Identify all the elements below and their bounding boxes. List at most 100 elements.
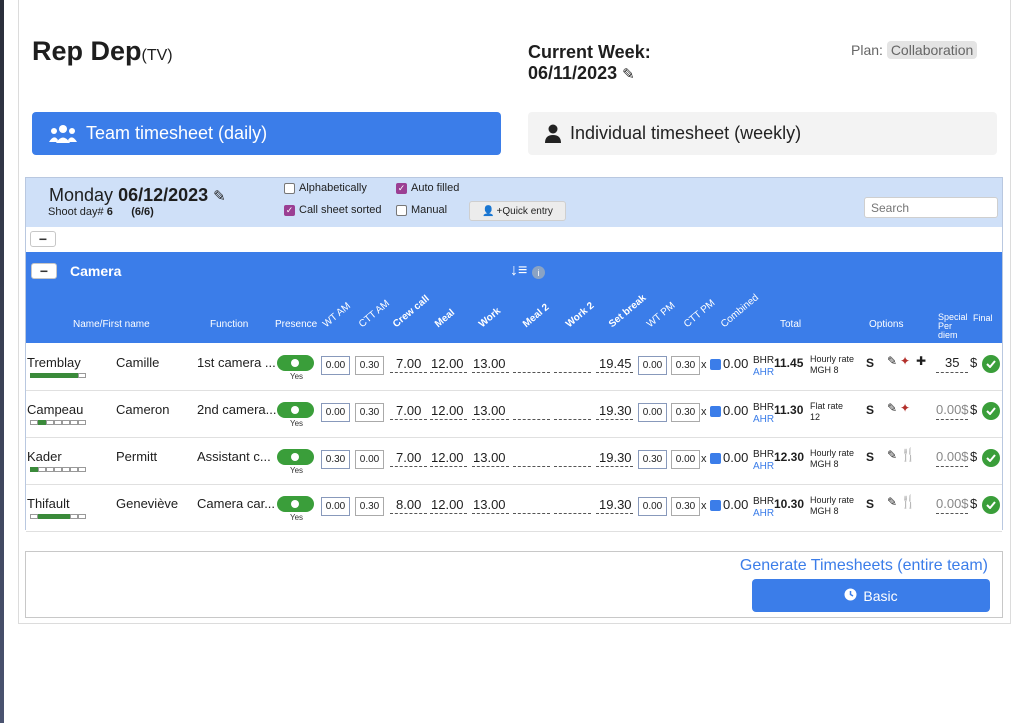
generate-timesheets-link[interactable]: Generate Timesheets (entire team) (739, 557, 988, 574)
call-sheet-sorted-checkbox[interactable]: ✓ Call sheet sorted (284, 204, 382, 216)
checkbox-box[interactable] (284, 182, 295, 194)
collapse-all-button[interactable]: − (30, 231, 56, 247)
presence-toggle[interactable] (277, 402, 314, 418)
ctt-am-input[interactable]: 0.30 (355, 356, 384, 375)
ctt-am-input[interactable]: 0.30 (355, 403, 384, 422)
ctt-pm-input[interactable]: 0.30 (671, 356, 700, 375)
option-s[interactable]: S (866, 356, 875, 370)
set-break-value[interactable]: 19.45 (599, 356, 632, 371)
check-icon[interactable] (982, 449, 1000, 467)
save-icon[interactable] (710, 453, 721, 464)
per-diem-value[interactable]: 0.00$ (936, 402, 969, 417)
wt-pm-input[interactable]: 0.30 (638, 450, 667, 469)
last-name: Thifault (27, 496, 70, 511)
presence-toggle[interactable] (277, 496, 314, 512)
ahr-link[interactable]: AHR (753, 367, 775, 378)
individual-timesheet-button[interactable]: Individual timesheet (weekly) (528, 112, 997, 155)
ctt-am-input[interactable]: 0.30 (355, 497, 384, 516)
first-aid-icon[interactable]: ✚ (916, 354, 927, 368)
collapse-department-button[interactable]: − (31, 263, 57, 279)
save-icon[interactable] (710, 406, 721, 417)
pencil-icon[interactable]: ✎ (213, 188, 226, 205)
wt-pm-input[interactable]: 0.00 (638, 497, 667, 516)
pencil-icon[interactable]: ✎ (887, 495, 898, 509)
presence-toggle[interactable] (277, 449, 314, 465)
meal2-empty[interactable] (513, 372, 550, 373)
pencil-icon[interactable]: ✎ (887, 401, 898, 415)
meal2-empty[interactable] (513, 466, 550, 467)
ctt-pm-input[interactable]: 0.30 (671, 497, 700, 516)
alphabetically-checkbox[interactable]: Alphabetically (284, 182, 367, 194)
table-row[interactable]: Tremblay Camille 1st camera ... Yes 0.00… (26, 344, 1002, 391)
checkbox-box[interactable] (396, 204, 407, 216)
auto-filled-checkbox[interactable]: ✓ Auto filled (396, 182, 459, 194)
crew-call-value[interactable]: 8.00 (396, 497, 422, 512)
meal-value[interactable]: 12.00 (431, 403, 464, 418)
wt-am-input[interactable]: 0.00 (321, 403, 350, 422)
per-diem-value[interactable]: 0.00$ (936, 449, 969, 464)
rating-bar (30, 514, 86, 519)
meal2-empty[interactable] (513, 419, 550, 420)
crew-call-value[interactable]: 7.00 (396, 450, 422, 465)
work2-empty[interactable] (554, 513, 591, 514)
wt-am-input[interactable]: 0.00 (321, 497, 350, 516)
meal-value[interactable]: 12.00 (431, 450, 464, 465)
table-row[interactable]: Kader Permitt Assistant c... Yes 0.30 0.… (26, 438, 1002, 485)
set-break-value[interactable]: 19.30 (599, 497, 632, 512)
ctt-am-input[interactable]: 0.00 (355, 450, 384, 469)
work-value[interactable]: 13.00 (473, 497, 506, 512)
set-break-value[interactable]: 19.30 (599, 403, 632, 418)
info-icon[interactable]: i (532, 266, 545, 279)
work-value[interactable]: 13.00 (473, 356, 506, 371)
crew-call-value[interactable]: 7.00 (396, 356, 422, 371)
ahr-link[interactable]: AHR (753, 461, 775, 472)
wt-pm-input[interactable]: 0.00 (638, 403, 667, 422)
set-break-value[interactable]: 19.30 (599, 450, 632, 465)
save-icon[interactable] (710, 359, 721, 370)
pencil-icon[interactable]: ✎ (622, 66, 635, 83)
search-input[interactable] (864, 197, 998, 218)
team-timesheet-button[interactable]: Team timesheet (daily) (32, 112, 501, 155)
meal-value[interactable]: 12.00 (431, 356, 464, 371)
save-icon[interactable] (710, 500, 721, 511)
ahr-link[interactable]: AHR (753, 414, 775, 425)
check-icon[interactable] (982, 402, 1000, 420)
option-s[interactable]: S (866, 403, 875, 417)
costume-icon[interactable]: ✦ (900, 401, 911, 415)
presence-toggle[interactable] (277, 355, 314, 371)
work-value[interactable]: 13.00 (473, 403, 506, 418)
quick-entry-button[interactable]: 👤 +Quick entry (469, 201, 566, 221)
wt-am-input[interactable]: 0.30 (321, 450, 350, 469)
option-s[interactable]: S (866, 450, 875, 464)
option-s[interactable]: S (866, 497, 875, 511)
ahr-link[interactable]: AHR (753, 508, 775, 519)
table-row[interactable]: Thifault Geneviève Camera car... Yes 0.0… (26, 485, 1002, 532)
work2-empty[interactable] (554, 372, 591, 373)
ctt-pm-input[interactable]: 0.30 (671, 403, 700, 422)
rate-detail: MGH 8 (810, 365, 839, 375)
check-icon[interactable] (982, 355, 1000, 373)
check-icon[interactable] (982, 496, 1000, 514)
per-diem-value[interactable]: 35 (945, 355, 960, 370)
wt-am-input[interactable]: 0.00 (321, 356, 350, 375)
meal-value[interactable]: 12.00 (431, 497, 464, 512)
ctt-pm-input[interactable]: 0.00 (671, 450, 700, 469)
checkmark-icon[interactable]: ✓ (396, 182, 407, 194)
crew-call-value[interactable]: 7.00 (396, 403, 422, 418)
table-row[interactable]: Campeau Cameron 2nd camera... Yes 0.00 0… (26, 391, 1002, 438)
utensils-icon[interactable]: 🍴 (900, 447, 917, 462)
utensils-icon[interactable]: 🍴 (900, 494, 917, 509)
per-diem-value[interactable]: 0.00$ (936, 496, 969, 511)
pencil-icon[interactable]: ✎ (887, 448, 898, 462)
manual-checkbox[interactable]: Manual (396, 204, 447, 216)
work-value[interactable]: 13.00 (473, 450, 506, 465)
pencil-icon[interactable]: ✎ (887, 354, 898, 368)
work2-empty[interactable] (554, 419, 591, 420)
costume-icon[interactable]: ✦ (900, 354, 911, 368)
basic-button[interactable]: Basic (752, 579, 990, 612)
sort-icon[interactable]: ↓≡ (510, 262, 528, 279)
meal2-empty[interactable] (513, 513, 550, 514)
wt-pm-input[interactable]: 0.00 (638, 356, 667, 375)
checkmark-icon[interactable]: ✓ (284, 204, 295, 216)
work2-empty[interactable] (554, 466, 591, 467)
